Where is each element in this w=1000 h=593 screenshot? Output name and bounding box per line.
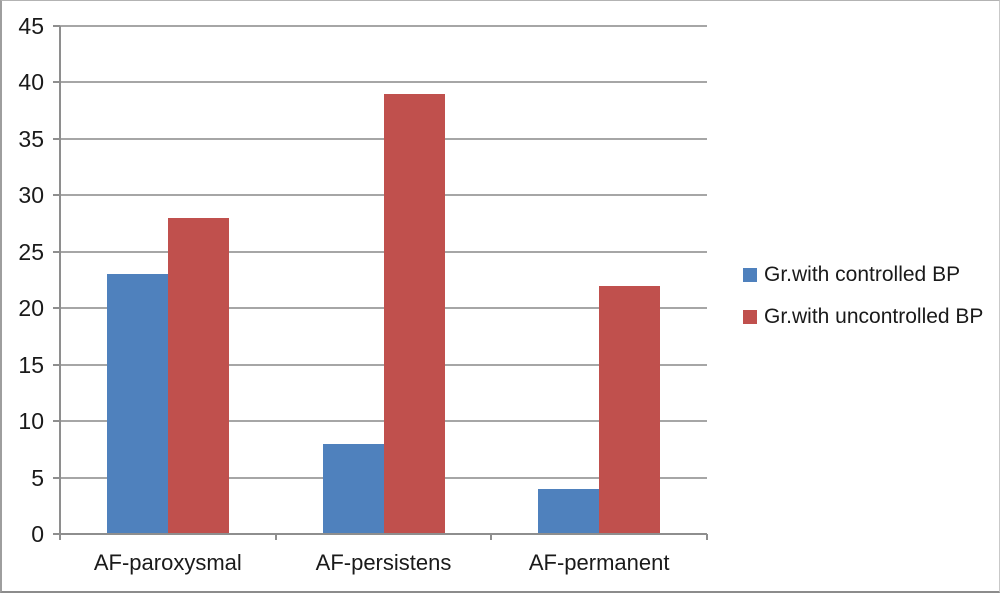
y-axis-tick-30 bbox=[53, 194, 60, 197]
y-axis-label-25: 25 bbox=[18, 238, 44, 265]
y-axis-tick-20 bbox=[53, 307, 60, 310]
y-axis-tick-5 bbox=[53, 476, 60, 479]
gridline-y-45 bbox=[60, 25, 707, 27]
y-axis-label-5: 5 bbox=[31, 464, 44, 491]
y-axis-label-45: 45 bbox=[18, 13, 44, 39]
y-axis-tick-25 bbox=[53, 250, 60, 253]
legend-item-controlled: Gr.with controlled BP bbox=[743, 262, 983, 288]
x-axis-label-af-paroxysmal: AF-paroxysmal bbox=[93, 550, 242, 575]
y-axis-label-35: 35 bbox=[18, 125, 44, 152]
y-axis-label-0: 0 bbox=[31, 521, 44, 547]
legend-label: Gr.with controlled BP bbox=[764, 263, 961, 286]
y-axis-label-15: 15 bbox=[18, 351, 44, 378]
y-axis-label-20: 20 bbox=[18, 295, 44, 322]
legend-label: Gr.with uncontrolled BP bbox=[764, 305, 984, 328]
chart-legend: Gr.with controlled BP Gr.with uncontrolle… bbox=[743, 262, 983, 346]
y-axis-label-30: 30 bbox=[18, 182, 44, 209]
legend-swatch-icon bbox=[743, 310, 757, 324]
bar-series2-af-permanent bbox=[599, 285, 661, 534]
y-axis-tick-10 bbox=[53, 420, 60, 423]
bar-series1-af-permanent bbox=[538, 488, 600, 534]
y-axis-label-40: 40 bbox=[18, 69, 44, 96]
y-axis-tick-40 bbox=[53, 81, 60, 84]
bar-series1-af-paroxysmal bbox=[106, 274, 168, 534]
bar-series1-af-persistens bbox=[322, 443, 384, 534]
bar-series2-af-paroxysmal bbox=[167, 217, 229, 534]
y-axis-tick-35 bbox=[53, 137, 60, 140]
x-axis bbox=[60, 533, 707, 535]
gridline-y-40 bbox=[60, 81, 707, 84]
x-axis-tick-2 bbox=[490, 534, 493, 540]
x-axis-tick-1 bbox=[274, 534, 277, 540]
legend-item-uncontrolled: Gr.with uncontrolled BP bbox=[743, 304, 983, 330]
y-axis bbox=[59, 26, 61, 540]
x-axis-label-af-permanent: AF-permanent bbox=[528, 550, 670, 575]
y-axis-tick-15 bbox=[53, 363, 60, 366]
y-axis-tick-0 bbox=[53, 533, 60, 535]
y-axis-label-10: 10 bbox=[18, 408, 44, 435]
x-axis-label-af-persistens: AF-persistens bbox=[315, 550, 452, 575]
legend-swatch-icon bbox=[743, 268, 757, 282]
y-axis-tick-45 bbox=[53, 25, 60, 27]
bar-series2-af-persistens bbox=[383, 93, 445, 534]
x-axis-tick-3 bbox=[706, 534, 708, 540]
